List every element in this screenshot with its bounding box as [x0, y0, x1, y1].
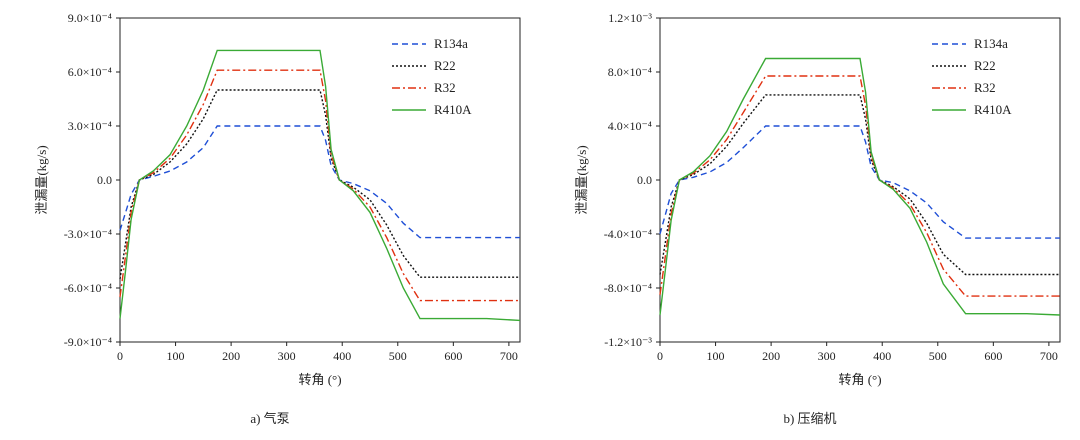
- plot-frame: [659, 17, 1061, 343]
- legend-label-r134a: R134a: [434, 36, 468, 51]
- x-tick-label: 0: [117, 349, 123, 363]
- x-tick-label: 100: [167, 349, 185, 363]
- chart-panel-a: 0 100 200 300 400 500 600 700 -9.0×10⁻⁴ -6.0×10⁻⁴…: [34, 11, 521, 426]
- y-axis-label: 泄漏量(kg/s): [34, 145, 49, 214]
- x-tick-label: 0: [657, 349, 663, 363]
- x-tick-label: 300: [278, 349, 296, 363]
- legend-label-r410a: R410A: [434, 102, 472, 117]
- x-tick-label: 600: [984, 349, 1002, 363]
- y-tick-label: -3.0×10⁻⁴: [64, 227, 112, 241]
- x-tick-label: 300: [818, 349, 836, 363]
- y-tick-label: 1.2×10⁻³: [608, 11, 652, 25]
- x-axis-label: 转角 (°): [298, 372, 341, 387]
- series-line-r32: [659, 75, 1060, 297]
- plot-frame: [119, 17, 521, 343]
- series-line-r22: [119, 89, 520, 280]
- chart-panel-b: 0 100 200 300 400 500 600 700 -1.2×10⁻³ -8.0×10⁻⁴…: [540, 0, 1080, 440]
- x-tick-label: 100: [707, 349, 725, 363]
- series-line-r134a: [119, 125, 520, 239]
- x-tick-label: 400: [873, 349, 891, 363]
- caption-b: b) 压缩机: [783, 411, 837, 426]
- x-tick-label: 700: [1040, 349, 1058, 363]
- legend-label-r22: R22: [434, 58, 456, 73]
- legend-label-r32: R32: [434, 80, 456, 95]
- x-tick-label: 500: [389, 349, 407, 363]
- series-line-r134a: [659, 125, 1060, 239]
- y-tick-label: -4.0×10⁻⁴: [604, 227, 652, 241]
- chart-b-svg: 0 100 200 300 400 500 600 700 -1.2×10⁻³ -8.0×10⁻⁴…: [574, 11, 1061, 387]
- y-tick-label: -9.0×10⁻⁴: [64, 335, 112, 349]
- y-tick-label: 0.0: [97, 173, 112, 187]
- y-tick-label: -1.2×10⁻³: [604, 335, 652, 349]
- caption-a: a) 气泵: [250, 411, 290, 426]
- y-tick-label: -8.0×10⁻⁴: [604, 281, 652, 295]
- legend-label-r32: R32: [974, 80, 996, 95]
- x-tick-label: 200: [222, 349, 240, 363]
- x-axis-label: 转角 (°): [838, 372, 881, 387]
- legend-label-r22: R22: [974, 58, 996, 73]
- y-tick-label: 8.0×10⁻⁴: [608, 65, 652, 79]
- y-axis-label: 泄漏量(kg/s): [574, 145, 589, 214]
- y-tick-label: 6.0×10⁻⁴: [68, 65, 112, 79]
- series-line-r410a: [119, 49, 521, 322]
- legend-label-r410a: R410A: [974, 102, 1012, 117]
- y-tick-label: -6.0×10⁻⁴: [64, 281, 112, 295]
- series-line-r22: [659, 94, 1060, 276]
- x-tick-label: 500: [929, 349, 947, 363]
- legend-label-r134a: R134a: [974, 36, 1008, 51]
- series-line-r410a: [659, 57, 1061, 316]
- chart-a-svg: 0 100 200 300 400 500 600 700 -9.0×10⁻⁴ -6.0×10⁻⁴…: [34, 11, 521, 387]
- x-tick-label: 200: [762, 349, 780, 363]
- x-tick-label: 400: [333, 349, 351, 363]
- y-tick-label: 0.0: [637, 173, 652, 187]
- y-tick-label: 9.0×10⁻⁴: [68, 11, 112, 25]
- x-tick-label: 600: [444, 349, 462, 363]
- x-tick-label: 700: [500, 349, 518, 363]
- series-line-r32: [119, 69, 520, 302]
- y-tick-label: 4.0×10⁻⁴: [608, 119, 652, 133]
- y-tick-label: 3.0×10⁻⁴: [68, 119, 112, 133]
